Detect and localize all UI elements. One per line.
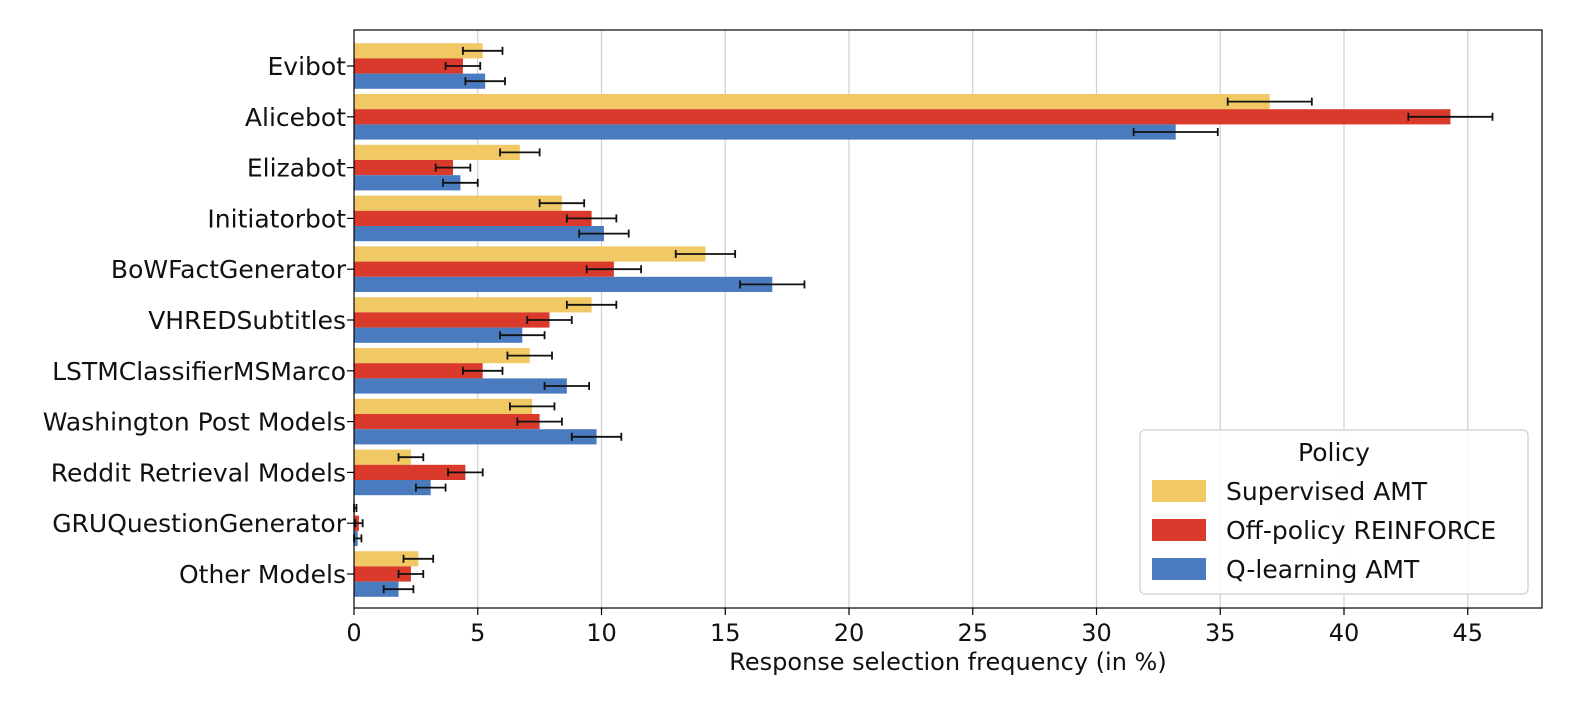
category-label: LSTMClassifierMSMarco [52,357,346,386]
bar [354,195,562,211]
legend-entry-label: Off-policy REINFORCE [1226,516,1496,545]
x-tick-label: 25 [957,619,988,647]
x-tick-label: 45 [1452,619,1483,647]
bar [354,43,483,59]
bar [354,175,461,191]
bar [354,226,604,242]
bar [354,414,540,430]
legend-swatch [1152,558,1206,580]
x-tick-label: 35 [1205,619,1236,647]
legend-title: Policy [1298,438,1370,467]
category-label: GRUQuestionGenerator [52,509,347,538]
bar [354,94,1270,110]
bar [354,58,463,74]
category-label: Alicebot [245,103,346,132]
bar [354,551,419,567]
bar [354,144,520,160]
legend: Policy Supervised AMT Off-policy REINFORC… [1139,429,1529,595]
bar [354,398,533,414]
bar [354,378,567,394]
category-label: Elizabot [247,154,346,183]
x-tick-label: 40 [1329,619,1360,647]
bar [354,210,592,226]
bar [354,566,411,582]
legend-entry-label: Supervised AMT [1226,477,1428,506]
bar [354,429,597,445]
bar [354,261,614,277]
bar [354,124,1176,140]
x-tick-label: 30 [1081,619,1112,647]
category-label: VHREDSubtitles [148,306,346,335]
bars [354,43,1451,597]
bar [354,276,773,292]
bar [354,312,550,328]
x-axis-ticks: 0 5 10 15 20 25 30 35 40 45 [346,608,1483,647]
category-label: BoWFactGenerator [111,255,347,284]
bar [354,449,411,465]
legend-frame [1139,429,1529,595]
x-tick-label: 5 [470,619,485,647]
bar [354,109,1451,125]
x-tick-label: 10 [586,619,617,647]
legend-entry-label: Q-learning AMT [1226,555,1420,584]
legend-items: Supervised AMT Off-policy REINFORCE Q-lear… [1152,477,1496,584]
x-tick-label: 20 [834,619,865,647]
x-axis-label: Response selection frequency (in %) [729,648,1166,676]
x-tick-label: 0 [346,619,361,647]
category-label: Evibot [267,52,346,81]
bar [354,246,706,262]
plot-frame [353,29,1543,609]
category-label: Reddit Retrieval Models [51,458,346,487]
bar [354,363,483,379]
bar [354,327,523,343]
bar [354,73,486,89]
category-label: Initiatorbot [207,204,346,233]
legend-swatch [1152,480,1206,502]
bar [354,160,453,176]
bar [354,464,466,480]
bar [354,581,399,597]
bar [354,297,592,313]
category-label: Other Models [179,560,346,589]
y-axis-ticks: Evibot Alicebot Elizabot Initiatorbot BoWFac… [43,52,354,589]
bar [354,480,431,496]
x-tick-label: 15 [710,619,741,647]
category-label: Washington Post Models [43,408,346,437]
bar [354,348,530,364]
legend-swatch [1152,519,1206,541]
